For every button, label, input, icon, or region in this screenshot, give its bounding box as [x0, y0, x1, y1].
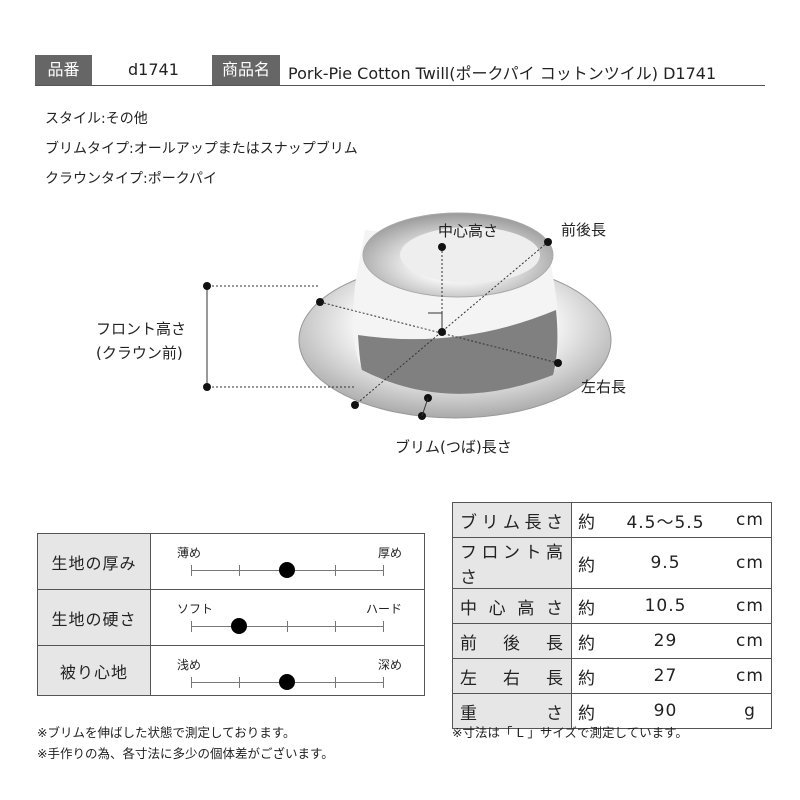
scale-right: 厚め	[377, 546, 402, 560]
code: d1741	[128, 60, 179, 79]
scale-tick	[287, 621, 288, 632]
size-row: 重さ約 90 g	[452, 693, 772, 729]
scale-tick	[335, 677, 336, 688]
scale-row: 生地の硬さ ソフト ハード	[37, 589, 425, 646]
scale-tick	[383, 565, 384, 576]
scale-dot	[231, 618, 247, 634]
size-cell: 重さ	[452, 693, 572, 729]
size-cell: 約	[571, 502, 602, 538]
spec: ブリムタイプ:オールアップまたはスナップブリム	[45, 141, 358, 157]
scale-tick	[335, 621, 336, 632]
size-cell: g	[729, 693, 772, 729]
note: ※ブリムを伸ばした状態で測定しております。	[37, 725, 296, 740]
size-cell: cm	[729, 588, 772, 624]
scale-tick	[335, 565, 336, 576]
scale-table: 生地の厚み 薄め 厚め生地の硬さ ソフト ハード被り心地 浅め 深め	[37, 533, 425, 696]
header-rule	[35, 85, 765, 86]
scale-left: 薄め	[177, 546, 202, 560]
size-cell: 前後長	[452, 623, 572, 659]
size-cell: 約	[571, 623, 602, 659]
size-cell: 9.5	[602, 537, 729, 589]
scale-label: 生地の硬さ	[37, 589, 151, 646]
size-row: 中心高さ約 10.5 cm	[452, 588, 772, 624]
scale-cell: ソフト ハード	[150, 589, 425, 646]
scale-row: 生地の厚み 薄め 厚め	[37, 533, 425, 590]
diagram-label: 前後長	[561, 221, 607, 239]
note: ※寸法は「 L 」サイズで測定しています。	[452, 725, 688, 740]
size-cell: cm	[729, 537, 772, 589]
scale-tick	[239, 677, 240, 688]
scale-cell: 浅め 深め	[150, 645, 425, 696]
scale-dot	[279, 674, 295, 690]
size-row: 左右長約 27 cm	[452, 658, 772, 694]
size-cell: 中心高さ	[452, 588, 572, 624]
note: ※手作りの為、各寸法に多少の個体差がございます。	[37, 746, 334, 761]
scale-tick	[239, 565, 240, 576]
diagram-label: ブリム(つば)長さ	[395, 438, 512, 456]
scale-right: ハード	[365, 602, 402, 616]
size-cell: cm	[729, 658, 772, 694]
product-name: Pork-Pie Cotton Twill(ポークパイ コットンツイル) D17…	[288, 64, 717, 83]
size-cell: 27	[602, 658, 729, 694]
scale-right: 深め	[377, 658, 402, 672]
scale-tick	[191, 565, 192, 576]
scale-tick	[383, 621, 384, 632]
size-cell: 90	[602, 693, 729, 729]
size-cell: ブリム長さ	[452, 502, 572, 538]
size-cell: 約	[571, 588, 602, 624]
scale-label: 生地の厚み	[37, 533, 151, 590]
scale-tick	[191, 677, 192, 688]
size-cell: 29	[602, 623, 729, 659]
size-cell: 約	[571, 693, 602, 729]
spec: クラウンタイプ:ポークパイ	[45, 171, 218, 187]
size-cell: cm	[729, 623, 772, 659]
diagram-label: (クラウン前)	[96, 344, 183, 362]
size-cell: 約	[571, 537, 602, 589]
scale-cell: 薄め 厚め	[150, 533, 425, 590]
name-label: 商品名	[212, 55, 280, 85]
scale-label: 被り心地	[37, 645, 151, 696]
size-table: ブリム長さ約 4.5〜5.5 cm フロント高さ約 9.5 cm 中心高さ約 10.5 cm 前後…	[452, 502, 772, 729]
size-row: 前後長約 29 cm	[452, 623, 772, 659]
hat-diagram	[203, 212, 612, 420]
size-cell: cm	[729, 502, 772, 538]
diagram-label: 中心高さ	[438, 222, 499, 240]
scale-row: 被り心地 浅め 深め	[37, 645, 425, 696]
spec: スタイル:その他	[45, 111, 148, 127]
scale-left: ソフト	[177, 602, 214, 616]
size-cell: 約	[571, 658, 602, 694]
diagram-label: フロント高さ	[96, 320, 187, 338]
size-cell: 4.5〜5.5	[602, 502, 729, 538]
scale-left: 浅め	[177, 658, 202, 672]
scale-tick	[191, 621, 192, 632]
size-cell: フロント高さ	[452, 537, 572, 589]
scale-dot	[279, 562, 295, 578]
code-label: 品番	[35, 55, 92, 85]
size-row: ブリム長さ約 4.5〜5.5 cm	[452, 502, 772, 538]
size-cell: 左右長	[452, 658, 572, 694]
scale-tick	[383, 677, 384, 688]
size-row: フロント高さ約 9.5 cm	[452, 537, 772, 589]
diagram-label: 左右長	[581, 378, 627, 396]
size-cell: 10.5	[602, 588, 729, 624]
